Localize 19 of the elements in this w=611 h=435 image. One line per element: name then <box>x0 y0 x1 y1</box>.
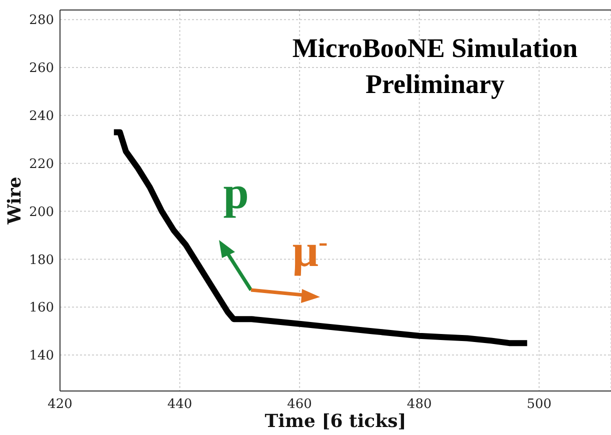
y-tick-label: 160 <box>29 300 54 316</box>
x-tick-label: 500 <box>526 397 552 412</box>
y-tick-label: 240 <box>29 109 54 124</box>
annotation: MicroBooNE Simulation <box>292 33 578 63</box>
y-tick-label: 220 <box>29 156 54 172</box>
y-tick-label: 280 <box>29 13 54 28</box>
y-tick-label: 180 <box>29 252 54 268</box>
x-tick-label: 440 <box>167 397 192 412</box>
annotation: μ$^{-}$ <box>292 225 328 276</box>
y-axis-title: Wire <box>4 176 26 226</box>
y-tick-label: 260 <box>29 61 54 76</box>
x-tick-label: 460 <box>287 397 312 412</box>
x-tick-label: 480 <box>406 397 432 412</box>
y-tick-label: 200 <box>29 204 54 220</box>
annotation: Preliminary <box>366 69 505 99</box>
x-tick-label: 420 <box>48 397 72 412</box>
x-axis-title: Time [6 ticks] <box>264 411 406 432</box>
annotation: p <box>223 167 249 218</box>
y-tick-label: 140 <box>29 348 54 364</box>
